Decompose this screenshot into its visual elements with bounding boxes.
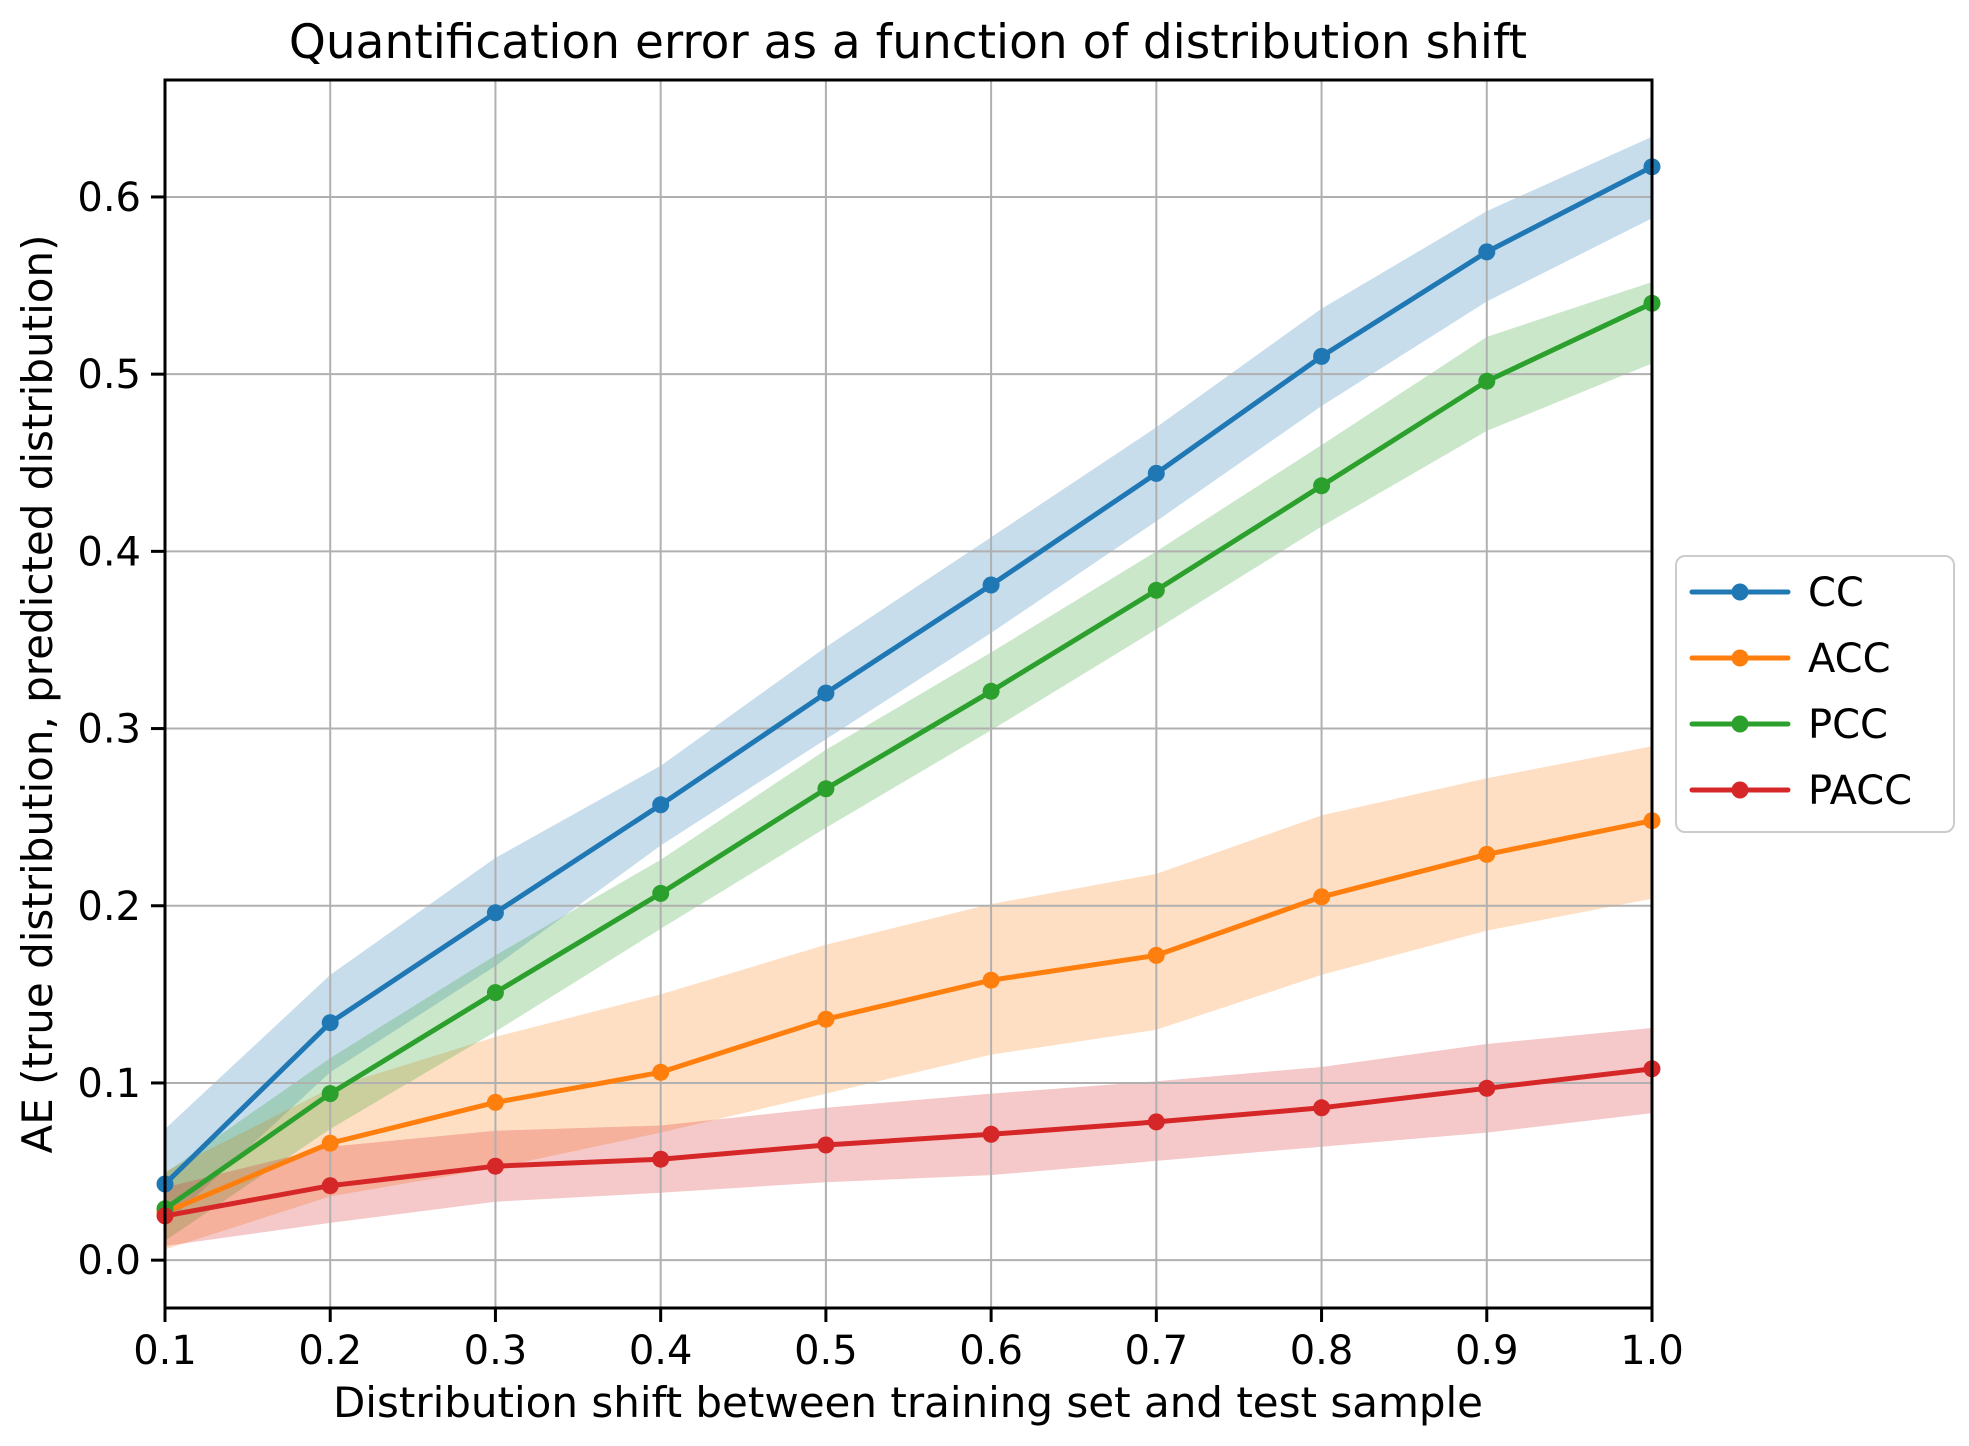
data-point-PCC-0.8 <box>1313 477 1331 495</box>
band-PCC <box>165 282 1652 1241</box>
data-point-PCC-0.2 <box>321 1085 339 1103</box>
data-point-PACC-0.6 <box>982 1125 1000 1143</box>
legend-marker-PCC <box>1731 715 1749 733</box>
x-tick-label: 0.5 <box>794 1328 858 1374</box>
data-point-PCC-0.3 <box>486 984 504 1002</box>
y-tick-label: 0.2 <box>77 884 141 930</box>
data-point-CC-0.3 <box>486 904 504 922</box>
series-line-CC <box>162 164 1655 1187</box>
series-line-PCC <box>162 300 1655 1212</box>
x-tick-label: 1.0 <box>1620 1328 1684 1374</box>
legend: CC ACC PCC PACC <box>1675 555 1955 833</box>
data-point-PACC-0.2 <box>321 1177 339 1195</box>
data-point-PCC-0.9 <box>1478 372 1496 390</box>
data-point-ACC-0.4 <box>652 1063 670 1081</box>
x-axis-label: Distribution shift between training set … <box>333 1378 1483 1427</box>
data-point-PCC-0.5 <box>817 780 835 798</box>
x-tick-label: 0.9 <box>1455 1328 1519 1374</box>
series-line-PACC <box>162 1066 1655 1219</box>
legend-label-CC: CC <box>1808 570 1864 616</box>
data-point-CC-0.6 <box>982 576 1000 594</box>
y-tick-label: 0.5 <box>77 352 141 398</box>
x-tick-label: 0.1 <box>133 1328 197 1374</box>
legend-item-acc: ACC <box>1689 636 1891 682</box>
data-point-ACC-0.5 <box>817 1010 835 1028</box>
y-tick-label: 0.6 <box>77 175 141 221</box>
legend-marker-ACC <box>1731 649 1749 667</box>
y-tick-label: 0.3 <box>77 707 141 753</box>
legend-item-cc: CC <box>1689 570 1864 616</box>
data-point-PCC-0.6 <box>982 682 1000 700</box>
legend-item-pcc: PCC <box>1689 702 1888 748</box>
data-point-ACC-0.8 <box>1313 888 1331 906</box>
data-point-PACC-0.3 <box>486 1157 504 1175</box>
data-point-CC-0.2 <box>321 1014 339 1032</box>
legend-item-pacc: PACC <box>1689 768 1912 814</box>
data-point-PACC-0.4 <box>652 1150 670 1168</box>
data-point-PACC-0.9 <box>1478 1079 1496 1097</box>
data-point-PACC-0.5 <box>817 1136 835 1154</box>
series-layer <box>156 158 1661 1225</box>
data-point-CC-0.5 <box>817 684 835 702</box>
data-point-PCC-0.7 <box>1147 581 1165 599</box>
data-point-ACC-0.2 <box>321 1134 339 1152</box>
x-tick-label: 0.7 <box>1125 1328 1189 1374</box>
data-point-PACC-0.8 <box>1313 1099 1331 1117</box>
data-point-PCC-0.4 <box>652 884 670 902</box>
y-tick-label: 0.1 <box>77 1061 141 1107</box>
data-point-CC-0.4 <box>652 796 670 814</box>
legend-box <box>1675 555 1955 833</box>
x-tick-label: 0.2 <box>298 1328 362 1374</box>
data-point-CC-0.8 <box>1313 347 1331 365</box>
data-point-CC-0.7 <box>1147 464 1165 482</box>
data-point-CC-0.9 <box>1478 243 1496 261</box>
data-point-PACC-0.7 <box>1147 1113 1165 1131</box>
data-point-ACC-0.7 <box>1147 946 1165 964</box>
x-tick-label: 0.8 <box>1290 1328 1354 1374</box>
x-tick-label: 0.4 <box>629 1328 693 1374</box>
axes-layer: 0.1 0.2 0.3 0.4 0.5 0.6 0.7 0.8 0.9 1.0 0.0 0.1 0.2 0… <box>77 78 1684 1374</box>
legend-marker-PACC <box>1731 781 1749 799</box>
x-tick-label: 0.6 <box>959 1328 1023 1374</box>
legend-marker-CC <box>1731 583 1749 601</box>
y-tick-label: 0.4 <box>77 529 141 575</box>
y-axis-label: AE (true distribution, predicted distrib… <box>13 235 62 1154</box>
legend-label-ACC: ACC <box>1808 636 1891 682</box>
series-line-ACC <box>162 818 1655 1215</box>
data-point-ACC-0.6 <box>982 971 1000 989</box>
band-CC <box>165 136 1652 1225</box>
chart-title: Quantification error as a function of di… <box>289 15 1527 70</box>
data-point-ACC-0.9 <box>1478 845 1496 863</box>
y-tick-label: 0.0 <box>77 1238 141 1284</box>
legend-label-PCC: PCC <box>1808 702 1888 748</box>
legend-label-PACC: PACC <box>1808 768 1912 814</box>
plot-spines <box>163 78 1654 1310</box>
data-point-ACC-0.3 <box>486 1093 504 1111</box>
x-tick-label: 0.3 <box>464 1328 528 1374</box>
